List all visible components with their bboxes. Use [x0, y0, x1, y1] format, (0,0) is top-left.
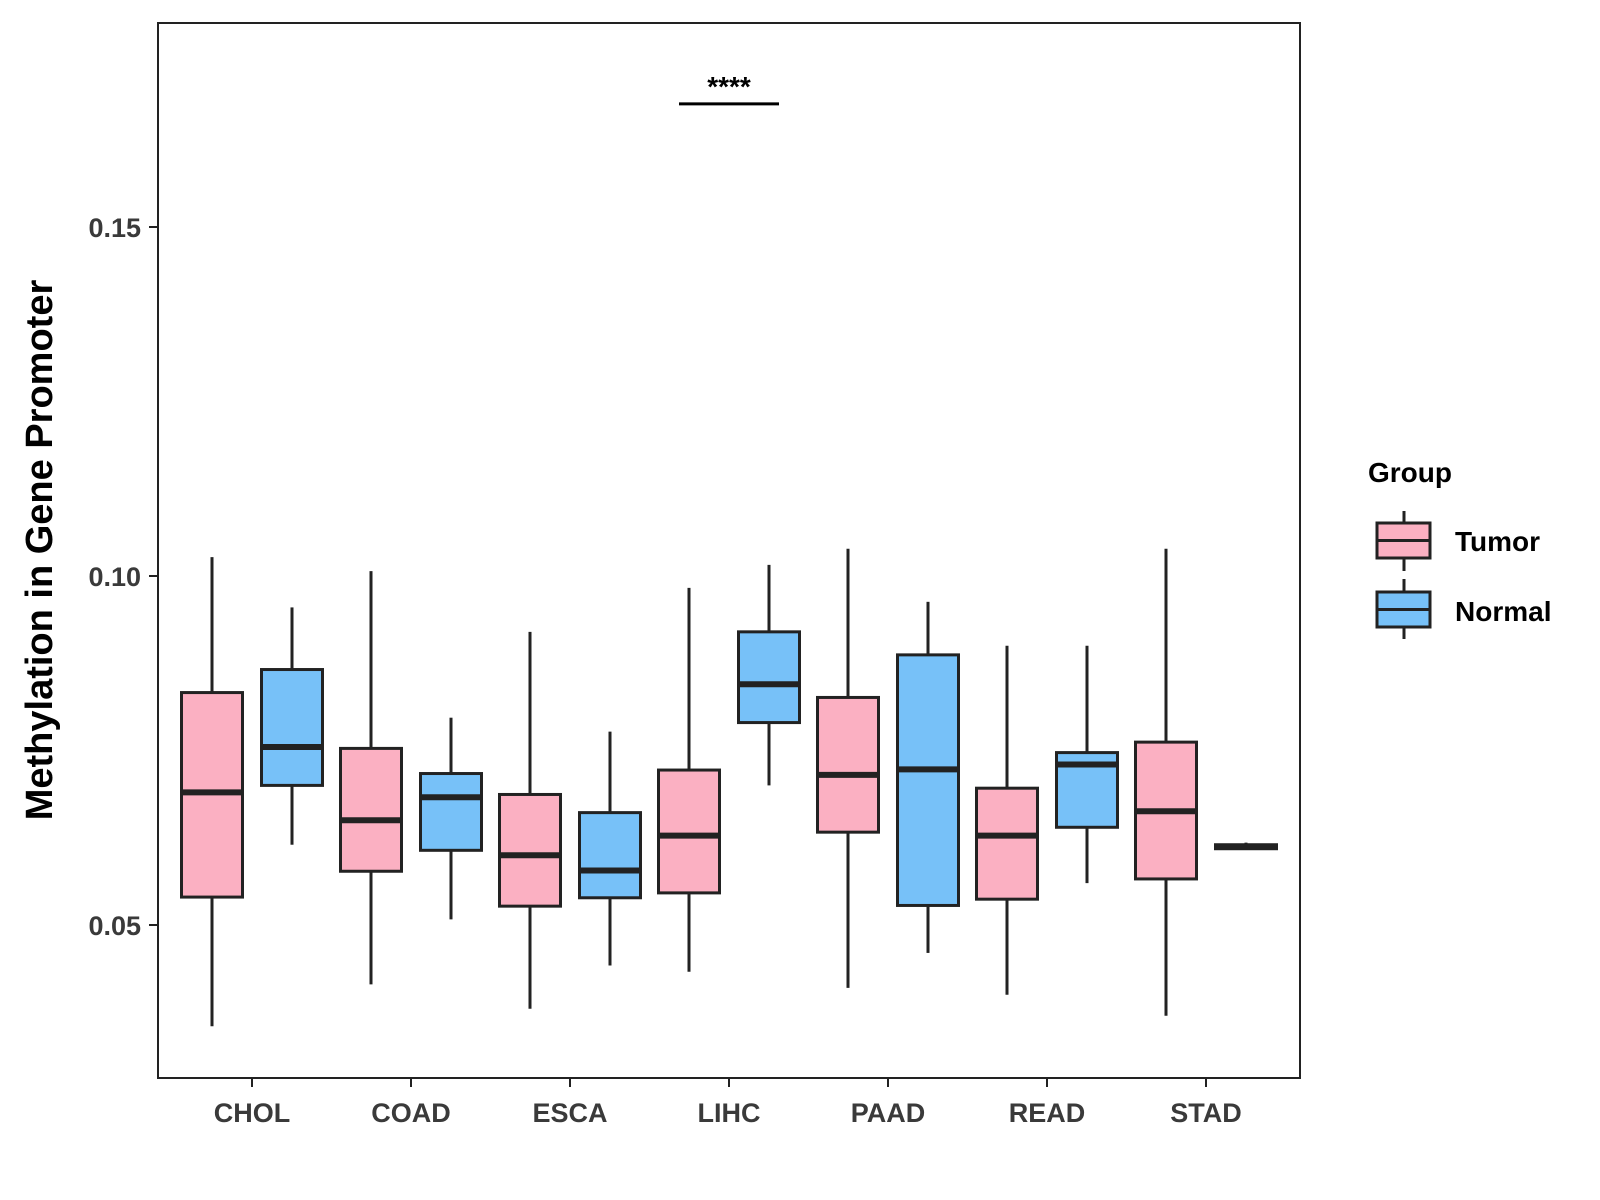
- legend: Group Tumor Normal: [1368, 457, 1551, 639]
- legend-title: Group: [1368, 457, 1452, 488]
- box-normal-stad: [1214, 842, 1278, 851]
- box-iqr: [419, 772, 483, 852]
- box-tumor-coad: [339, 571, 403, 985]
- annotation-layer: ****: [679, 71, 779, 106]
- box-tumor-lihc: [657, 587, 721, 972]
- box-iqr: [260, 668, 324, 787]
- box-normal-esca: [578, 731, 642, 966]
- x-tick-label: ESCA: [532, 1098, 607, 1128]
- box-iqr: [896, 653, 960, 907]
- y-tick-label: 0.05: [88, 911, 141, 941]
- x-tick-label: STAD: [1170, 1098, 1242, 1128]
- box-normal-read: [1055, 645, 1119, 884]
- box-tumor-read: [975, 645, 1039, 995]
- box-iqr: [578, 811, 642, 900]
- significance-label: ****: [707, 71, 751, 102]
- box-tumor-esca: [498, 631, 562, 1009]
- box-iqr: [657, 768, 721, 895]
- box-iqr: [737, 630, 801, 725]
- box-tumor-chol: [180, 557, 244, 1027]
- box-iqr: [975, 786, 1039, 901]
- box-normal-paad: [896, 601, 960, 953]
- box-iqr: [816, 695, 880, 834]
- box-normal-chol: [260, 607, 324, 845]
- y-tick-label: 0.15: [88, 213, 141, 243]
- x-tick-label: COAD: [371, 1098, 451, 1128]
- box-iqr: [339, 746, 403, 873]
- box-tumor-stad: [1134, 548, 1198, 1016]
- y-axis-title: Methylation in Gene Promoter: [19, 280, 61, 821]
- box-normal-coad: [419, 717, 483, 920]
- box-iqr: [498, 792, 562, 908]
- boxes-layer: [180, 548, 1278, 1027]
- x-tick-label: CHOL: [214, 1098, 291, 1128]
- y-tick-label: 0.10: [88, 562, 141, 592]
- x-tick-label: PAAD: [851, 1098, 926, 1128]
- box-tumor-paad: [816, 548, 880, 988]
- y-axis: 0.05 0.10 0.15: [88, 213, 158, 941]
- x-tick-label: READ: [1009, 1098, 1086, 1128]
- legend-label-tumor: Tumor: [1455, 526, 1540, 557]
- legend-label-normal: Normal: [1455, 596, 1551, 627]
- box-normal-lihc: [737, 564, 801, 786]
- x-tick-label: LIHC: [698, 1098, 761, 1128]
- legend-item-tumor: Tumor: [1375, 511, 1540, 571]
- legend-item-normal: Normal: [1375, 579, 1551, 639]
- x-axis: CHOL COAD ESCA LIHC PAAD READ STAD: [214, 1078, 1242, 1128]
